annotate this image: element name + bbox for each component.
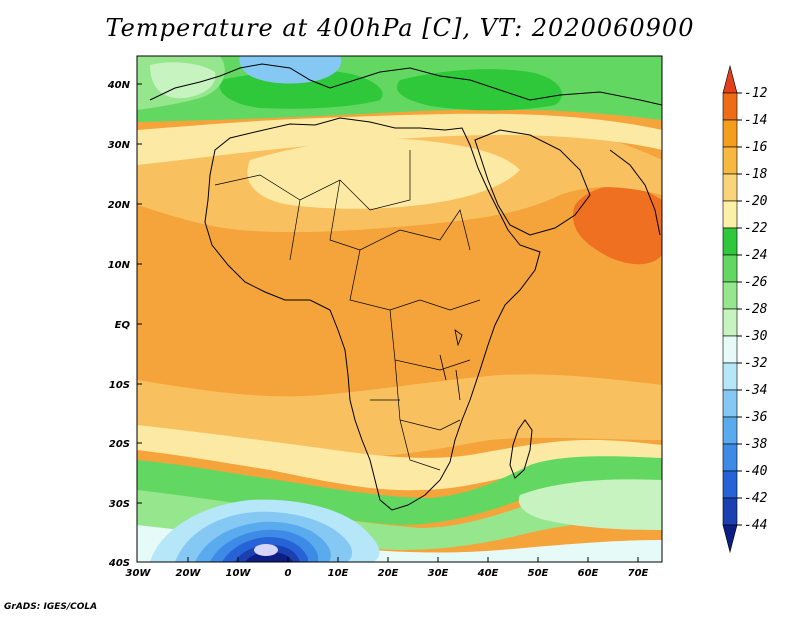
map-title: Temperature at 400hPa [C], VT: 202006090… (105, 14, 695, 42)
lon-label: 70E (628, 568, 649, 579)
colorbar-label: -38 (744, 437, 768, 452)
colorbar-swatch (722, 308, 738, 337)
colorbar-label: -14 (744, 113, 767, 128)
colorbar-label: -20 (744, 194, 768, 209)
colorbar-swatch (722, 227, 738, 256)
plot-frame (136, 55, 663, 563)
colorbar-label: -18 (744, 167, 768, 182)
field-green-north-dark2 (396, 69, 562, 111)
field-blue-7 (245, 552, 293, 562)
lon-label: 0 (285, 568, 292, 579)
colorbar-swatch (722, 92, 738, 121)
lon-label: 30W (126, 568, 152, 579)
lon-labels: 30W 20W 10W 0 10E 20E 30E 40E 50E 60E 70… (126, 568, 649, 579)
lat-label: 20S (109, 439, 130, 450)
colorbar-label: -44 (744, 518, 767, 533)
africa-coastline (204, 117, 541, 511)
field-green-south (137, 456, 662, 525)
colorbar-label: -40 (744, 464, 768, 479)
colorbar: -12 -14 -16 -18 -20 -22 -24 -26 -28 -30 -32 -34 -36 -… (722, 64, 768, 554)
colorbar-swatch (722, 416, 738, 445)
field-pale-sahara (247, 138, 521, 209)
colorbar-swatch (722, 254, 738, 283)
colorbar-label: -30 (744, 329, 768, 344)
colorbar-label: -16 (744, 140, 768, 155)
colorbar-swatch (722, 64, 738, 94)
colorbar-label: -34 (744, 383, 767, 398)
colorbar-swatch (722, 524, 738, 554)
field-green-north-dark (219, 70, 383, 109)
lon-label: 10W (226, 568, 252, 579)
lat-label: 10S (109, 380, 130, 391)
colorbar-swatch (722, 173, 738, 202)
colorbar-swatch (722, 362, 738, 391)
field-cold-core (254, 544, 278, 556)
lon-label: 40E (477, 568, 499, 579)
colorbar-swatch (722, 443, 738, 472)
colorbar-swatch (722, 497, 738, 526)
lat-label: EQ (115, 320, 131, 331)
lat-axis (137, 83, 142, 504)
footer-credit: GrADS: IGES/COLA (4, 602, 98, 612)
lat-label: 40S (108, 558, 130, 569)
india-coast (609, 149, 661, 236)
field-pale-north (137, 113, 662, 165)
europe-coast (149, 63, 663, 106)
lon-label: 20E (378, 568, 399, 579)
lon-axis (187, 557, 639, 562)
field-hot-arabian (572, 185, 662, 265)
field-blue-north (239, 56, 342, 84)
lat-label: 40N (107, 80, 131, 91)
colorbar-label: -36 (744, 410, 768, 425)
colorbar-swatch (722, 281, 738, 310)
colorbar-label: -28 (744, 302, 768, 317)
colorbar-swatch (722, 146, 738, 175)
country-borders (214, 150, 481, 471)
colorbar-label: -26 (744, 275, 768, 290)
colorbar-label: -12 (744, 86, 768, 101)
colorbar-label: -24 (744, 248, 767, 263)
lon-label: 30E (428, 568, 449, 579)
colorbar-label: -32 (744, 356, 768, 371)
map-field (137, 56, 662, 562)
madagascar-outline (509, 419, 533, 479)
lakes (439, 329, 463, 401)
lat-label: 20N (108, 200, 131, 211)
lat-label: 10N (108, 260, 131, 271)
colorbar-swatch (722, 389, 738, 418)
colorbar-swatch (722, 335, 738, 364)
lon-label: 20W (176, 568, 202, 579)
field-cyan-spain (150, 62, 216, 99)
colorbar-swatch (722, 200, 738, 229)
colorbar-label: -22 (744, 221, 768, 236)
lon-label: 10E (328, 568, 349, 579)
lon-label: 50E (528, 568, 549, 579)
lat-label: 30S (109, 499, 130, 510)
field-pale-south (137, 425, 662, 491)
lat-label: 30N (108, 140, 131, 151)
arabia-outline (474, 129, 591, 236)
field-cyan-southeast (518, 479, 662, 530)
land-outlines (149, 63, 663, 511)
colorbar-swatch (722, 119, 738, 148)
lon-label: 60E (578, 568, 599, 579)
colorbar-label: -42 (744, 491, 768, 506)
colorbar-swatch (722, 470, 738, 499)
lat-labels: 40N 30N 20N 10N EQ 10S 20S 30S 40S (107, 80, 131, 569)
